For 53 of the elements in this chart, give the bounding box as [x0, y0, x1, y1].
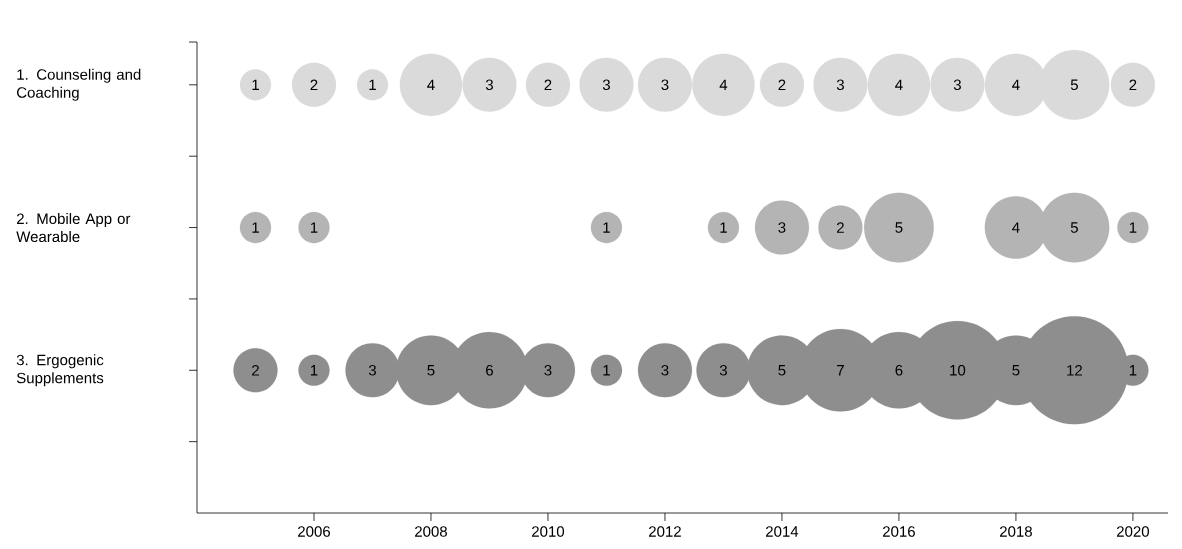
data-label: 1	[1129, 365, 1137, 376]
x-tick-label: 2018	[999, 526, 1032, 537]
data-label: 3	[485, 79, 493, 91]
x-tick-label: 2016	[883, 526, 915, 537]
data-label: 3	[602, 79, 610, 91]
data-label: 1	[720, 222, 727, 233]
data-label: 3	[368, 364, 376, 376]
data-label: 4	[1012, 79, 1020, 90]
data-label: 3	[836, 79, 844, 91]
data-label: 1	[310, 222, 318, 233]
data-label: 2	[837, 222, 844, 233]
data-label: 1	[603, 222, 610, 233]
data-label: 1	[1129, 222, 1137, 233]
data-label: 2	[544, 79, 552, 91]
data-label: 2	[252, 365, 259, 376]
data-label: 3	[953, 79, 961, 91]
data-label: 4	[895, 79, 903, 90]
data-label: 1	[369, 79, 376, 90]
data-label: 3	[544, 364, 552, 376]
data-label: 5	[895, 222, 903, 233]
x-tick-label: 2008	[415, 526, 447, 537]
x-tick-label: 2014	[766, 526, 799, 537]
x-tick-label: 2020	[1116, 526, 1149, 537]
x-tick-label: 2012	[649, 526, 681, 537]
data-label: 1	[252, 222, 259, 233]
x-tick-label: 2006	[298, 526, 331, 537]
data-label: 2	[1129, 79, 1137, 91]
x-tick-label: 2010	[532, 526, 565, 537]
data-label: 3	[719, 364, 727, 376]
data-label: 5	[1012, 365, 1020, 376]
data-label: 5	[778, 365, 786, 376]
data-label: 3	[778, 222, 786, 233]
data-label: 4	[1012, 222, 1020, 233]
data-label: 2	[778, 79, 786, 91]
data-label: 7	[837, 365, 844, 376]
data-label: 5	[1070, 222, 1078, 233]
data-label: 3	[661, 79, 669, 91]
data-label: 5	[427, 365, 435, 376]
data-label: 3	[661, 364, 669, 376]
data-label: 6	[486, 364, 493, 376]
y-tick-label: 1. Counseling and Coaching	[17, 68, 141, 101]
data-label: 10	[950, 364, 966, 376]
data-label: 1	[252, 79, 259, 90]
data-label: 1	[310, 365, 318, 376]
data-label: 4	[719, 79, 728, 90]
data-label: 1	[603, 365, 610, 376]
y-tick-label: 2. Mobile App or Wearable	[16, 213, 131, 243]
data-label: 2	[310, 79, 318, 91]
data-label: 6	[895, 364, 903, 376]
data-label: 5	[1070, 79, 1078, 91]
y-tick-label: 3. Ergogenic Supplements	[16, 354, 104, 387]
data-label: 12	[1067, 365, 1083, 376]
data-label: 4	[427, 79, 435, 90]
